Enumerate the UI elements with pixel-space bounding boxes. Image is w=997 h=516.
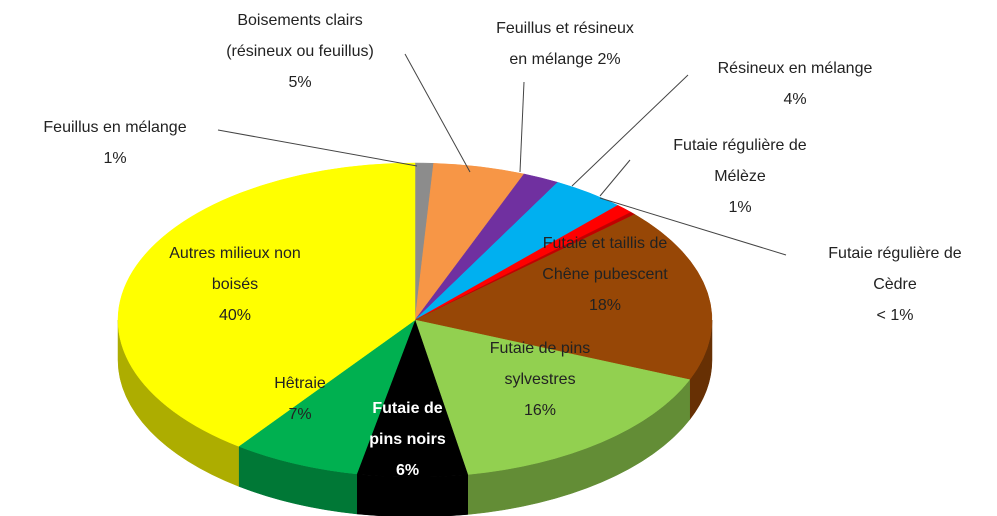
label-value: 40% xyxy=(218,307,252,324)
label-value: 7% xyxy=(288,406,312,423)
label-name: Boisements clairs (résineux ou feuillus) xyxy=(226,12,374,60)
label-name: Autres milieux non boisés xyxy=(169,245,301,293)
label-name: Hêtraie xyxy=(274,375,326,392)
label-value: 1% xyxy=(728,199,752,216)
label-value: 1% xyxy=(103,150,127,167)
data-label: Futaie régulière de Cèdre < 1% xyxy=(820,238,970,331)
label-name: Résineux en mélange xyxy=(717,60,873,77)
label-value: < 1% xyxy=(876,307,914,324)
data-label: Hêtraie 7% xyxy=(250,368,350,430)
leader-line xyxy=(599,159,631,197)
label-name: Futaie de pins sylvestres xyxy=(489,340,591,388)
label-name: Feuillus en mélange xyxy=(43,119,187,136)
label-name: Feuillus et résineux en mélange xyxy=(496,20,634,68)
data-label: Autres milieux non boisés 40% xyxy=(160,238,310,331)
label-name: Futaie régulière de Cèdre xyxy=(828,245,962,293)
data-label: Boisements clairs (résineux ou feuillus)… xyxy=(215,5,385,98)
label-name: Futaie et taillis de Chêne pubescent xyxy=(542,235,668,283)
label-name: Futaie régulière de Mélèze xyxy=(673,137,807,185)
pie-slice xyxy=(238,319,416,475)
pie-tops xyxy=(117,162,713,478)
data-label: Futaie de pins noirs 6% xyxy=(360,393,455,486)
pie-slice xyxy=(414,214,713,380)
data-label: Futaie de pins sylvestres 16% xyxy=(480,333,600,426)
pie-sides xyxy=(117,319,713,516)
label-value: 2% xyxy=(597,51,621,68)
label-name: Futaie de pins noirs xyxy=(369,400,446,448)
leader-line xyxy=(571,74,689,187)
data-label: Futaie et taillis de Chêne pubescent 18% xyxy=(530,228,680,321)
leader-line xyxy=(217,129,418,167)
data-label: Feuillus et résineux en mélange 2% xyxy=(485,13,645,75)
label-value: 18% xyxy=(588,297,622,314)
data-label: Futaie régulière de Mélèze 1% xyxy=(665,130,815,223)
leader-line xyxy=(519,81,525,173)
label-value: 4% xyxy=(783,91,807,108)
label-value: 5% xyxy=(288,74,312,91)
label-value: 6% xyxy=(395,462,420,479)
label-value: 16% xyxy=(523,402,557,419)
leader-line xyxy=(404,53,471,173)
pie-slice xyxy=(117,162,416,447)
leader-line xyxy=(599,197,787,256)
data-label: Feuillus en mélange 1% xyxy=(10,112,220,174)
leader-lines xyxy=(217,53,787,256)
pie-slice xyxy=(414,319,691,475)
data-label: Résineux en mélange 4% xyxy=(680,53,910,115)
